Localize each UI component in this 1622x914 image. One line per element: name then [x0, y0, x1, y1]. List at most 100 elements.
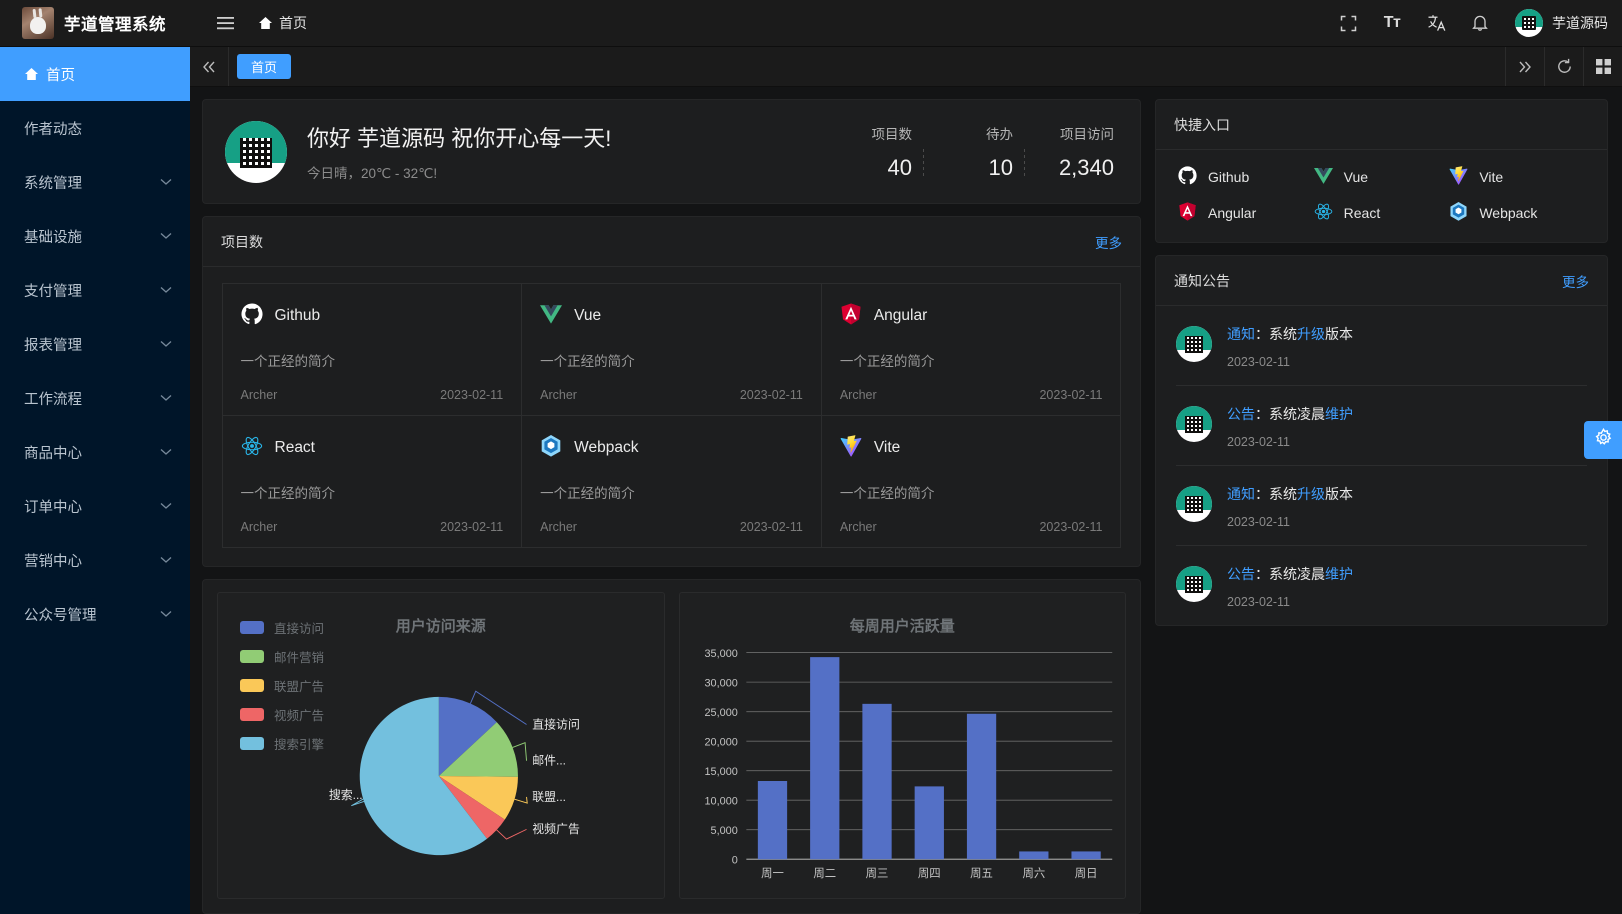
brand[interactable]: 芋道管理系统: [0, 7, 196, 39]
notice-date: 2023-02-11: [1227, 435, 1291, 449]
svg-text:视频广告: 视频广告: [532, 822, 580, 836]
sidebar-item-menu-7[interactable]: 商品中心: [0, 425, 190, 479]
quick-entry-item[interactable]: Webpack: [1449, 202, 1585, 224]
sidebar-item-label: 公众号管理: [24, 607, 97, 624]
pie-legend-label: 联盟广告: [274, 680, 325, 694]
project-card[interactable]: Angular 一个正经的简介 Archer 2023-02-11: [820, 282, 1122, 416]
notices-list: 通知：系统升级版本 2023-02-11 公告：系统凌晨维护 2023-02-1…: [1156, 306, 1607, 625]
react-icon: [241, 435, 263, 462]
menu-icon[interactable]: [210, 16, 240, 30]
sidebar-item-menu-10[interactable]: 公众号管理: [0, 587, 190, 641]
quick-entry-item[interactable]: React: [1314, 202, 1450, 224]
sidebar-item-menu-2[interactable]: 系统管理: [0, 155, 190, 209]
tab-bar-actions: [1505, 47, 1622, 86]
notice-avatar: [1176, 406, 1212, 442]
pie-legend-item[interactable]: 邮件营销: [240, 647, 324, 666]
sidebar-item-menu-3[interactable]: 基础设施: [0, 209, 190, 263]
notice-item[interactable]: 通知：系统升级版本 2023-02-11: [1176, 466, 1587, 546]
bar-chart-canvas: 0 5,000 10,000 15,000 20,000 25,000 30,000 35,0…: [680, 593, 1126, 898]
quick-entry-item[interactable]: Vite: [1449, 166, 1585, 188]
user-menu[interactable]: 芋道源码: [1515, 9, 1608, 37]
quick-entry-label: Angular: [1208, 205, 1257, 221]
pie-legend-item[interactable]: 直接访问: [240, 618, 324, 637]
greeting-text: 你好 芋道源码 祝你开心每一天!: [307, 126, 612, 151]
refresh-icon[interactable]: [1544, 47, 1583, 86]
sidebar-item-menu-9[interactable]: 营销中心: [0, 533, 190, 587]
project-card[interactable]: Vue 一个正经的简介 Archer 2023-02-11: [521, 282, 822, 416]
user-name: 芋道源码: [1552, 15, 1608, 31]
project-card[interactable]: Github 一个正经的简介 Archer 2023-02-11: [221, 282, 523, 416]
notice-title: 通知：系统升级版本: [1227, 486, 1353, 502]
chevron-down-icon: [160, 340, 172, 348]
chevron-double-left-icon[interactable]: [190, 47, 229, 86]
react-icon: [1314, 202, 1333, 224]
notice-item[interactable]: 公告：系统凌晨维护 2023-02-11: [1176, 546, 1587, 625]
svg-text:联盟...: 联盟...: [532, 790, 566, 804]
project-author: Archer: [540, 387, 577, 402]
svg-text:邮件...: 邮件...: [532, 754, 566, 768]
sidebar-item-menu-5[interactable]: 报表管理: [0, 317, 190, 371]
pie-legend-swatch: [240, 679, 264, 692]
quick-entry-item[interactable]: Vue: [1313, 166, 1450, 188]
svg-text:20,000: 20,000: [704, 736, 737, 748]
quick-entry-label: React: [1343, 205, 1381, 221]
sidebar-item-menu-4[interactable]: 支付管理: [0, 263, 190, 317]
welcome-stat-value: 40: [887, 154, 912, 180]
project-name: React: [274, 439, 316, 456]
svg-text:周三: 周三: [865, 867, 888, 880]
notice-item[interactable]: 公告：系统凌晨维护 2023-02-11: [1176, 386, 1587, 466]
font-size-icon[interactable]: Tт: [1381, 12, 1403, 34]
header-actions: Tт 芋道源码: [1337, 9, 1608, 37]
project-card[interactable]: React 一个正经的简介 Archer 2023-02-11: [221, 414, 523, 548]
welcome-stat-value: 2,340: [1058, 154, 1114, 180]
fullscreen-icon[interactable]: [1337, 12, 1359, 34]
home-icon: [24, 67, 46, 81]
pie-chart-canvas: 直接访问 邮件... 联盟... 视频广告 搜索...: [218, 593, 664, 898]
project-desc: 一个正经的简介: [240, 353, 336, 369]
chevron-down-icon: [160, 286, 172, 294]
notice-title: 公告：系统凌晨维护: [1227, 406, 1353, 422]
sidebar-item-home[interactable]: 首页: [0, 47, 190, 101]
notice-avatar: [1176, 326, 1212, 362]
welcome-stat-label: 项目访问: [1060, 126, 1114, 142]
sidebar-item-menu-8[interactable]: 订单中心: [0, 479, 190, 533]
project-date: 2023-02-11: [440, 519, 504, 534]
chevron-down-icon: [160, 556, 172, 564]
bar-chart[interactable]: 每周用户活跃量 0 5,000 10,000 15,000 20,000 25,000 30…: [678, 592, 1126, 899]
svg-text:周一: 周一: [761, 867, 784, 880]
chevron-down-icon: [160, 502, 172, 510]
quick-entry-item[interactable]: Github: [1178, 166, 1314, 188]
svg-text:周二: 周二: [813, 867, 836, 880]
grid-icon[interactable]: [1583, 47, 1622, 86]
sidebar-item-menu-6[interactable]: 工作流程: [0, 371, 190, 425]
app-logo-icon: [22, 7, 54, 39]
sidebar-item-menu-1[interactable]: 作者动态: [0, 101, 190, 155]
breadcrumb[interactable]: 首页: [258, 13, 307, 33]
pie-legend-item[interactable]: 视频广告: [240, 705, 324, 724]
project-date: 2023-02-11: [440, 387, 504, 402]
project-card[interactable]: Webpack 一个正经的简介 Archer 2023-02-11: [521, 414, 822, 548]
pie-chart[interactable]: 用户访问来源 直接访问 邮件营销 联盟广告 视频广告 搜索引擎 直接访问 邮件... 联盟.…: [217, 592, 665, 899]
project-name: Angular: [873, 307, 928, 324]
notice-item[interactable]: 通知：系统升级版本 2023-02-11: [1176, 306, 1587, 386]
project-card[interactable]: Vite 一个正经的简介 Archer 2023-02-11: [820, 414, 1122, 548]
pie-legend-item[interactable]: 联盟广告: [240, 676, 324, 695]
chevron-double-right-icon[interactable]: [1505, 47, 1544, 86]
sidebar-item-label: 营销中心: [24, 553, 82, 570]
quick-entry-item[interactable]: Angular: [1178, 202, 1314, 224]
quick-entry-label: Vite: [1479, 169, 1504, 185]
pie-legend-swatch: [240, 650, 264, 663]
settings-fab[interactable]: [1584, 421, 1622, 459]
quick-entry-card: 快捷入口 Github Vue Vite Angular React Webpack: [1155, 99, 1608, 243]
webpack-icon: [540, 434, 562, 462]
tab-0[interactable]: 首页: [237, 54, 292, 79]
translate-icon[interactable]: [1425, 12, 1447, 34]
bell-icon[interactable]: [1469, 12, 1491, 34]
notices-more-link[interactable]: 更多: [1562, 274, 1589, 290]
pie-legend-item[interactable]: 搜索引擎: [240, 734, 324, 753]
bar-chart-title: 每周用户活跃量: [849, 618, 955, 635]
projects-more-link[interactable]: 更多: [1095, 235, 1122, 251]
pie-legend-label: 搜索引擎: [274, 738, 325, 752]
project-author: Archer: [540, 519, 577, 534]
